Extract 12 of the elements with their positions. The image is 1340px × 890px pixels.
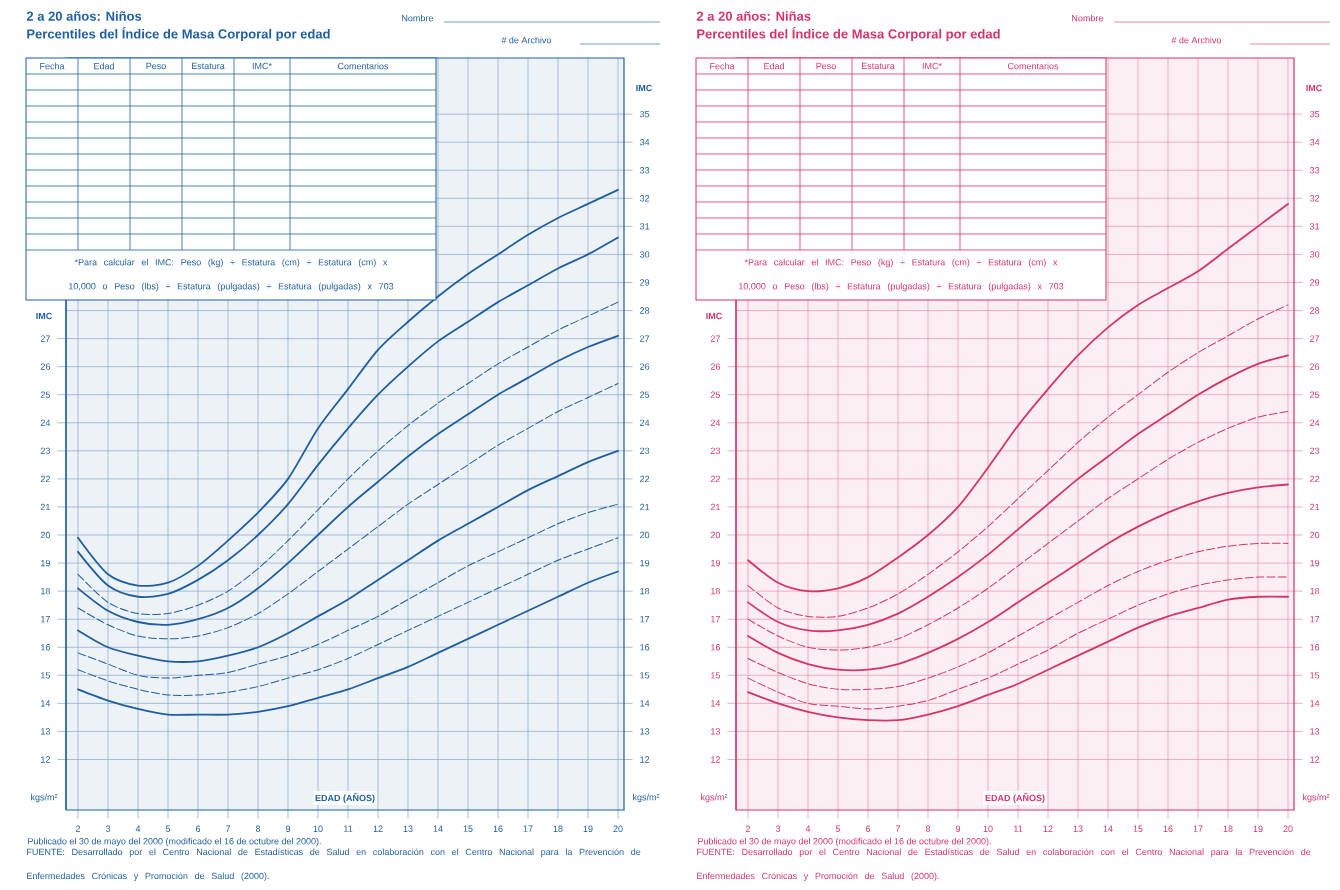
line-series [747, 304, 1289, 618]
line-series [747, 354, 1289, 633]
line-series [747, 595, 1289, 722]
line-series [77, 449, 619, 663]
line-series [747, 411, 1289, 651]
line-series [747, 576, 1289, 710]
line-series [77, 537, 619, 696]
line-series [747, 483, 1289, 672]
line-series [77, 570, 619, 716]
line-series [77, 503, 619, 679]
line-series [77, 382, 619, 640]
line-series [747, 542, 1289, 691]
